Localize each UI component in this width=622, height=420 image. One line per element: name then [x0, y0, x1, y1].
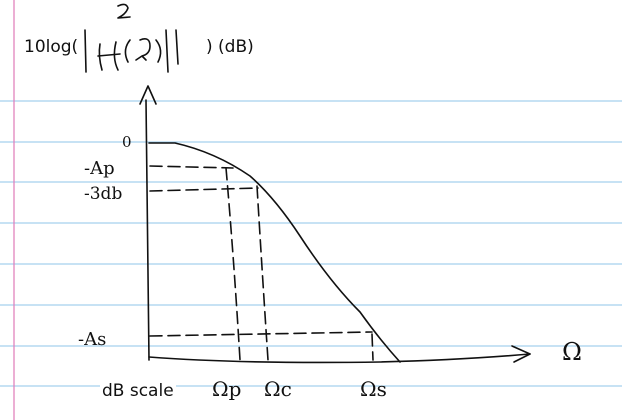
x-axis — [148, 353, 531, 364]
x-tick-label-omega-p: Ωp — [212, 377, 241, 401]
x-axis-arrow — [511, 345, 531, 363]
y-axis-label-suffix: ) (dB) — [206, 37, 254, 57]
y-tick-label-ap: -Ap — [84, 158, 115, 179]
x-axis-label-omega: Ω — [562, 338, 582, 366]
dashed-guides — [149, 165, 374, 361]
y-axis-label-prefix: 10log( — [24, 37, 79, 57]
y-tick-label-0: 0 — [122, 133, 132, 151]
ruled-lines — [0, 100, 622, 387]
x-tick-label-omega-c: Ωc — [264, 377, 292, 401]
scale-note: dB scale — [100, 381, 176, 401]
x-tick-label-omega-s: Ωs — [360, 377, 387, 401]
y-tick-label-as: -As — [78, 329, 106, 350]
handwritten-magnitude-symbol — [84, 3, 179, 73]
magnitude-response-curve — [148, 142, 401, 363]
y-tick-label-3db: -3db — [84, 184, 122, 204]
y-axis-arrow — [139, 85, 157, 105]
y-axis — [145, 99, 150, 361]
